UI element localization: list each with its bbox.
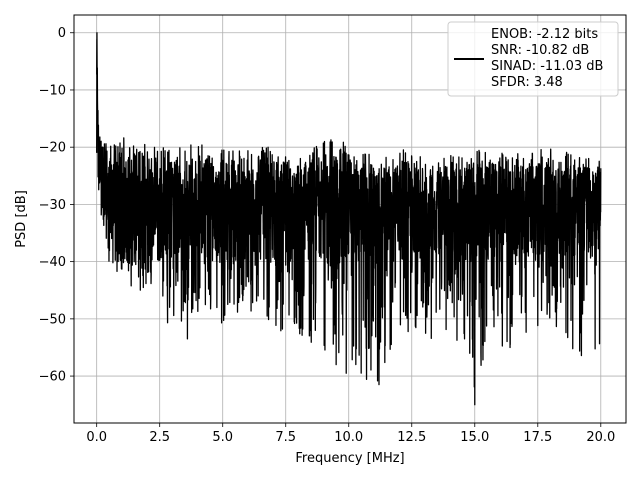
y-axis-ticks: 0 −10 −20 −30 −40 −50 −60 [39, 26, 74, 385]
x-tick-label: 20.0 [586, 430, 615, 445]
y-tick-label: −10 [39, 83, 66, 98]
y-tick-label: −50 [39, 312, 66, 327]
y-tick-label: −20 [39, 141, 66, 156]
legend-line-snr: SNR: -10.82 dB [491, 43, 589, 58]
y-tick-label: −60 [39, 370, 66, 385]
x-tick-label: 15.0 [460, 430, 489, 445]
psd-trace-line [96, 32, 602, 406]
y-tick-label: 0 [58, 26, 66, 41]
legend-line-sfdr: SFDR: 3.48 [491, 75, 563, 90]
x-axis-label: Frequency [MHz] [295, 451, 404, 466]
x-tick-label: 17.5 [523, 430, 552, 445]
plot-area [96, 32, 602, 406]
x-axis-ticks: 0.0 2.5 5.0 7.5 10.0 12.5 15.0 17.5 20.0 [86, 423, 615, 445]
legend-line-sinad: SINAD: -11.03 dB [491, 59, 603, 74]
legend-box [447, 21, 619, 97]
legend: ENOB: -2.12 bits SNR: -10.82 dB SINAD: -… [447, 21, 619, 97]
axes-frame [73, 14, 627, 424]
y-tick-label: −30 [39, 198, 66, 213]
x-tick-label: 0.0 [86, 430, 107, 445]
legend-line-enob: ENOB: -2.12 bits [491, 27, 598, 42]
y-axis-label: PSD [dB] [14, 190, 29, 248]
series-psd [96, 32, 602, 406]
x-tick-label: 5.0 [212, 430, 233, 445]
x-tick-label: 2.5 [149, 430, 170, 445]
x-tick-label: 10.0 [334, 430, 363, 445]
x-tick-label: 12.5 [397, 430, 426, 445]
x-tick-label: 7.5 [275, 430, 296, 445]
y-tick-label: −40 [39, 255, 66, 270]
